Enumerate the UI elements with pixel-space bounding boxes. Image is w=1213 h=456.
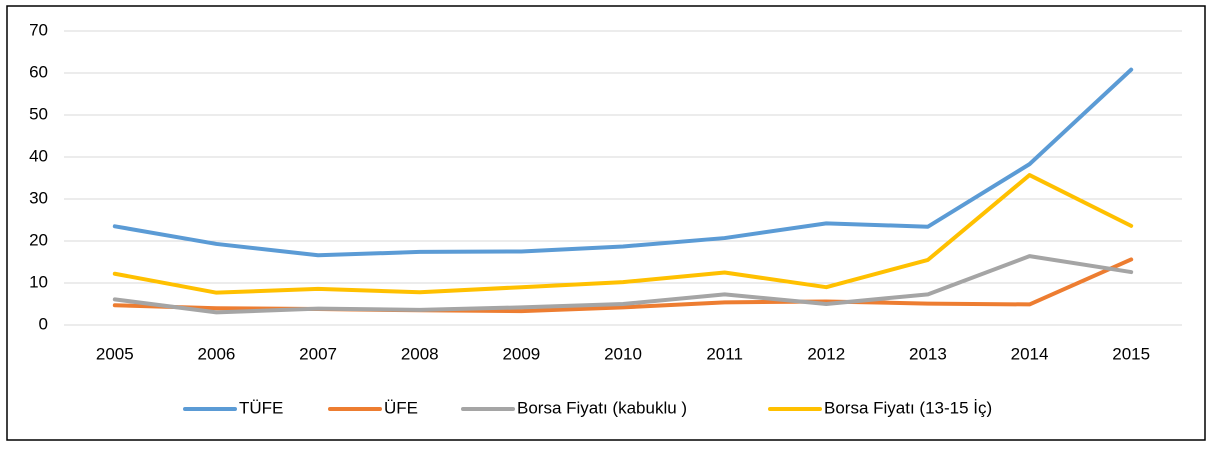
y-tick-label: 60: [29, 62, 48, 81]
series-line: [112, 173, 1134, 295]
x-tick-label: 2006: [198, 344, 236, 363]
x-tick-label: 2013: [909, 344, 947, 363]
y-tick-label: 40: [29, 146, 48, 165]
legend-label: TÜFE: [239, 398, 283, 417]
legend-label: Borsa Fiyatı (13-15 İç): [824, 398, 992, 417]
x-tick-label: 2010: [604, 344, 642, 363]
legend-label: ÜFE: [384, 398, 418, 417]
y-tick-label: 30: [29, 188, 48, 207]
x-tick-label: 2011: [706, 344, 743, 363]
series-line: [112, 67, 1134, 258]
y-tick-label: 50: [29, 104, 48, 123]
x-tick-label: 2014: [1011, 344, 1049, 363]
y-tick-label: 0: [39, 314, 48, 333]
x-tick-label: 2015: [1112, 344, 1150, 363]
chart-border: [6, 5, 1206, 441]
series-line: [112, 254, 1134, 315]
x-tick-label: 2007: [299, 344, 337, 363]
x-tick-label: 2008: [401, 344, 439, 363]
x-tick-label: 2009: [502, 344, 540, 363]
x-tick-label: 2005: [96, 344, 134, 363]
legend-label: Borsa Fiyatı (kabuklu ): [517, 398, 687, 417]
y-tick-label: 20: [29, 230, 48, 249]
x-tick-label: 2012: [807, 344, 845, 363]
y-tick-label: 70: [29, 20, 48, 39]
y-tick-label: 10: [29, 272, 48, 291]
